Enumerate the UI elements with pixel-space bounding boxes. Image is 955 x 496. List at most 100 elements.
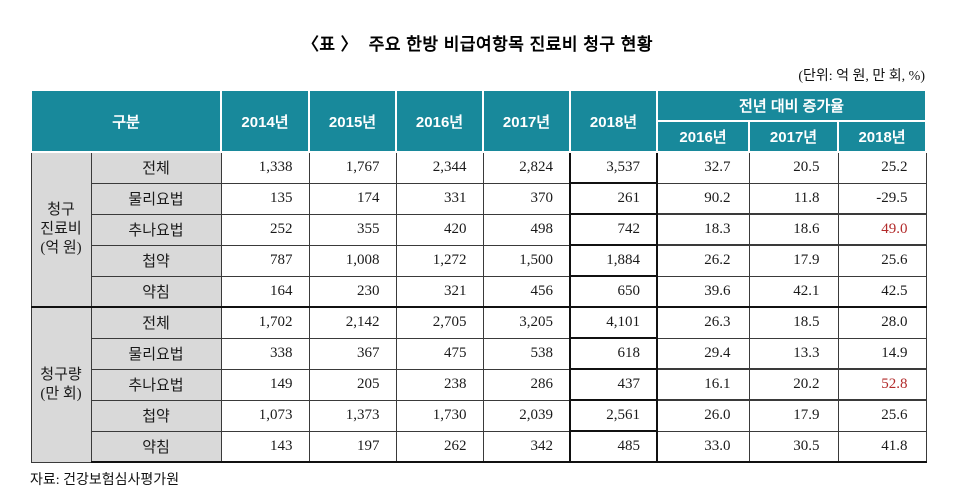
claims-table: 구분 2014년 2015년 2016년 2017년 2018년 전년 대비 증… (29, 89, 928, 463)
cell-value: 3,205 (482, 306, 571, 339)
cell-value: 475 (395, 337, 484, 370)
cell-value: 174 (308, 182, 397, 215)
cell-value: 2,561 (569, 399, 659, 432)
cell-value: 742 (569, 213, 659, 246)
cell-value: 370 (482, 182, 571, 215)
cell-value: 197 (308, 430, 397, 463)
table-row: 물리요법 135 174 331 370 261 90.2 11.8 -29.5 (31, 182, 927, 215)
cell-growth-rate: 52.8 (837, 368, 927, 401)
header-growth-2016: 2016년 (656, 120, 751, 153)
cell-growth-rate: 49.0 (837, 213, 927, 246)
table-row: 추나요법 252 355 420 498 742 18.3 18.6 49.0 (31, 213, 927, 246)
cell-growth-rate: 13.3 (748, 337, 839, 370)
header-row-growth: 2016년 2017년 2018년 (31, 120, 928, 153)
header-year-2018: 2018년 (569, 89, 659, 153)
cell-value: 1,884 (569, 244, 659, 277)
cell-value: 321 (395, 275, 484, 308)
row-group-label: 청구 진료비 (억 원) (30, 151, 92, 308)
cell-growth-rate: 39.6 (656, 275, 750, 308)
cell-value: 3,537 (569, 151, 659, 184)
cell-growth-rate: -29.5 (837, 182, 927, 215)
cell-value: 261 (569, 182, 659, 215)
row-item-label: 약침 (90, 430, 222, 463)
row-item-label: 첩약 (90, 244, 222, 277)
cell-value: 498 (482, 213, 571, 246)
row-item-label: 전체 (90, 306, 222, 339)
table-header: 구분 2014년 2015년 2016년 2017년 2018년 전년 대비 증… (29, 89, 928, 153)
cell-growth-rate: 30.5 (748, 430, 839, 463)
header-growth-group: 전년 대비 증가율 (656, 89, 928, 122)
cell-growth-rate: 17.9 (748, 244, 839, 277)
row-group-label: 청구량 (만 회) (30, 306, 92, 463)
cell-growth-rate: 26.2 (656, 244, 750, 277)
cell-value: 205 (308, 368, 397, 401)
cell-value: 437 (569, 368, 659, 401)
cell-value: 456 (482, 275, 571, 308)
cell-growth-rate: 14.9 (837, 337, 927, 370)
cell-value: 2,824 (482, 151, 571, 184)
header-year-2017: 2017년 (482, 89, 572, 153)
cell-value: 1,730 (395, 399, 484, 432)
row-item-label: 약침 (90, 275, 222, 308)
table-row: 추나요법 149 205 238 286 437 16.1 20.2 52.8 (31, 368, 927, 401)
table-row: 약침 164 230 321 456 650 39.6 42.1 42.5 (31, 275, 927, 308)
cell-value: 1,373 (308, 399, 397, 432)
cell-growth-rate: 25.2 (837, 151, 927, 184)
row-item-label: 첩약 (90, 399, 222, 432)
header-row-main: 구분 2014년 2015년 2016년 2017년 2018년 전년 대비 증… (29, 89, 928, 153)
header-year-2014: 2014년 (220, 89, 311, 153)
cell-value: 286 (482, 368, 571, 401)
cell-value: 2,142 (308, 306, 397, 339)
cell-value: 252 (220, 213, 310, 246)
row-item-label: 추나요법 (90, 213, 222, 246)
cell-value: 2,705 (395, 306, 484, 339)
cell-value: 2,039 (482, 399, 571, 432)
cell-value: 420 (395, 213, 484, 246)
cell-growth-rate: 18.5 (748, 306, 839, 339)
table-row: 청구 진료비 (억 원) 전체 1,338 1,767 2,344 2,824 3,537 3… (30, 151, 927, 308)
row-item-label: 전체 (90, 151, 222, 184)
cell-value: 238 (395, 368, 484, 401)
cell-growth-rate: 16.1 (656, 368, 750, 401)
cell-value: 1,702 (220, 306, 310, 339)
cell-value: 164 (220, 275, 310, 308)
cell-value: 787 (220, 244, 310, 277)
cell-value: 262 (395, 430, 484, 463)
cell-value: 230 (308, 275, 397, 308)
cell-value: 2,344 (395, 151, 484, 184)
cell-value: 143 (220, 430, 310, 463)
table-row: 청구량 (만 회) 전체 1,702 2,142 2,705 3,205 4,101 26.3… (30, 306, 927, 463)
cell-growth-rate: 90.2 (656, 182, 750, 215)
cell-growth-rate: 28.0 (837, 306, 927, 339)
cell-value: 538 (482, 337, 571, 370)
cell-growth-rate: 32.7 (656, 151, 750, 184)
cell-value: 149 (220, 368, 310, 401)
table-row: 첩약 787 1,008 1,272 1,500 1,884 26.2 17.9 25.6 (31, 244, 927, 277)
cell-value: 618 (569, 337, 659, 370)
cell-value: 1,767 (308, 151, 397, 184)
header-year-2015: 2015년 (308, 89, 398, 153)
cell-growth-rate: 18.3 (656, 213, 750, 246)
header-gubun: 구분 (29, 89, 223, 153)
cell-value: 1,272 (395, 244, 484, 277)
cell-growth-rate: 33.0 (656, 430, 750, 463)
cell-growth-rate: 20.5 (748, 151, 839, 184)
cell-value: 135 (220, 182, 310, 215)
cell-value: 338 (220, 337, 310, 370)
cell-value: 1,008 (308, 244, 397, 277)
table-row: 물리요법 338 367 475 538 618 29.4 13.3 14.9 (31, 337, 927, 370)
cell-growth-rate: 29.4 (656, 337, 750, 370)
cell-growth-rate: 25.6 (837, 399, 927, 432)
row-item-label: 물리요법 (90, 337, 222, 370)
source-note: 자료: 건강보험심사평가원 (30, 473, 180, 488)
cell-growth-rate: 20.2 (748, 368, 839, 401)
row-item-label: 추나요법 (90, 368, 222, 401)
cell-value: 342 (482, 430, 571, 463)
cell-growth-rate: 41.8 (837, 430, 927, 463)
cell-growth-rate: 25.6 (837, 244, 927, 277)
cell-value: 355 (308, 213, 397, 246)
cell-growth-rate: 17.9 (748, 399, 839, 432)
header-growth-2017: 2017년 (748, 120, 840, 153)
cell-growth-rate: 18.6 (748, 213, 839, 246)
